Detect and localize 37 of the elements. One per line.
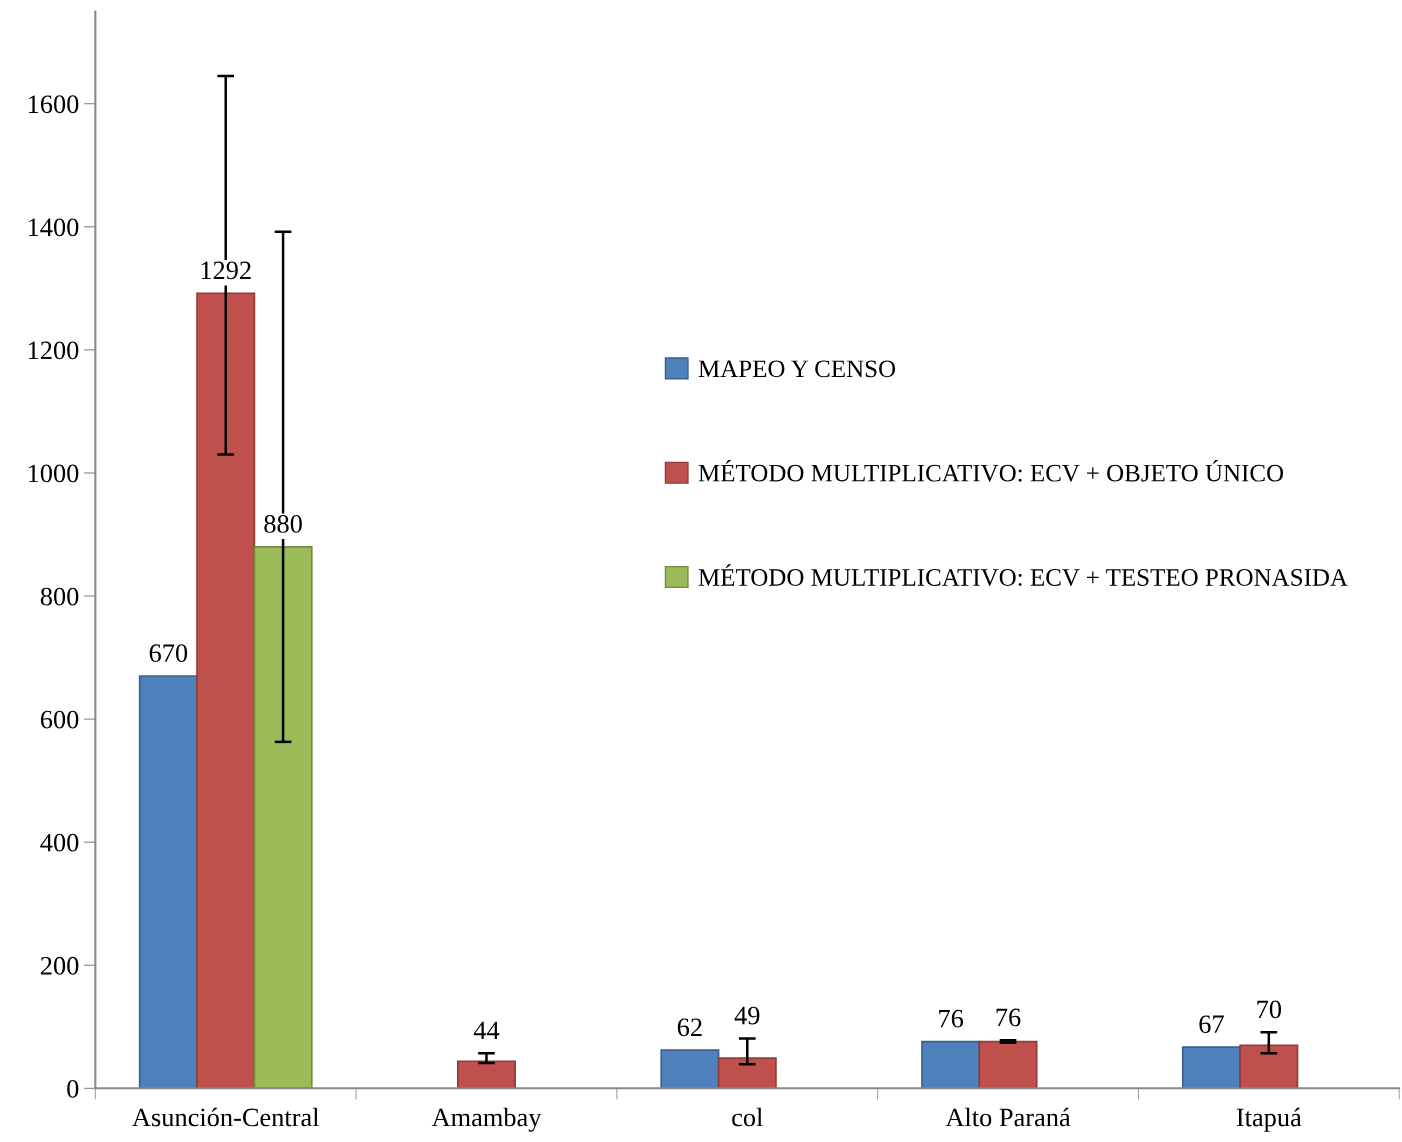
data-label: 67 bbox=[1199, 1015, 1224, 1034]
data-label: 670 bbox=[149, 644, 188, 663]
bar bbox=[456, 1060, 517, 1089]
legend-label: MÉTODO MULTIPLICATIVO: ECV + OBJETO ÚNICO bbox=[698, 459, 1284, 482]
y-tick-label: 1000 bbox=[28, 464, 79, 483]
y-tick-label: 400 bbox=[40, 833, 79, 852]
x-tick-label: Amambay bbox=[431, 1107, 542, 1132]
y-tick-label: 200 bbox=[40, 956, 79, 975]
bar bbox=[253, 545, 313, 1089]
x-tick-label: col bbox=[732, 1107, 763, 1127]
bar bbox=[978, 1040, 1038, 1089]
bar bbox=[1239, 1044, 1299, 1089]
x-tick-label: Alto Paraná bbox=[945, 1107, 1071, 1127]
bar bbox=[138, 675, 198, 1089]
bar bbox=[196, 292, 256, 1089]
data-label: 44 bbox=[473, 1021, 500, 1040]
data-label: 70 bbox=[1257, 1000, 1281, 1019]
legend-label: MAPEO Y CENSO bbox=[698, 360, 896, 378]
bar bbox=[717, 1057, 777, 1089]
bar bbox=[660, 1049, 720, 1089]
legend-label: MÉTODO MULTIPLICATIVO: ECV + TESTEO PRONASIDA bbox=[698, 564, 1348, 587]
y-tick-label: 0 bbox=[67, 1079, 79, 1098]
y-tick-label: 1400 bbox=[28, 218, 79, 237]
x-tick-label: Asunción-Central bbox=[132, 1107, 319, 1127]
data-label: 880 bbox=[264, 515, 302, 533]
data-label: 49 bbox=[734, 1006, 760, 1025]
data-label: 1292 bbox=[201, 261, 251, 280]
data-label: 76 bbox=[996, 1008, 1021, 1027]
data-label: 76 bbox=[939, 1009, 964, 1028]
y-tick-label: 800 bbox=[40, 587, 79, 606]
y-tick-label: 1200 bbox=[28, 341, 79, 360]
bar bbox=[921, 1040, 981, 1089]
bar bbox=[1181, 1046, 1241, 1089]
x-tick-label: Itapuá bbox=[1236, 1107, 1302, 1132]
data-label: 62 bbox=[677, 1018, 702, 1037]
y-tick-label: 600 bbox=[40, 710, 79, 729]
y-tick-label: 1600 bbox=[28, 95, 79, 114]
